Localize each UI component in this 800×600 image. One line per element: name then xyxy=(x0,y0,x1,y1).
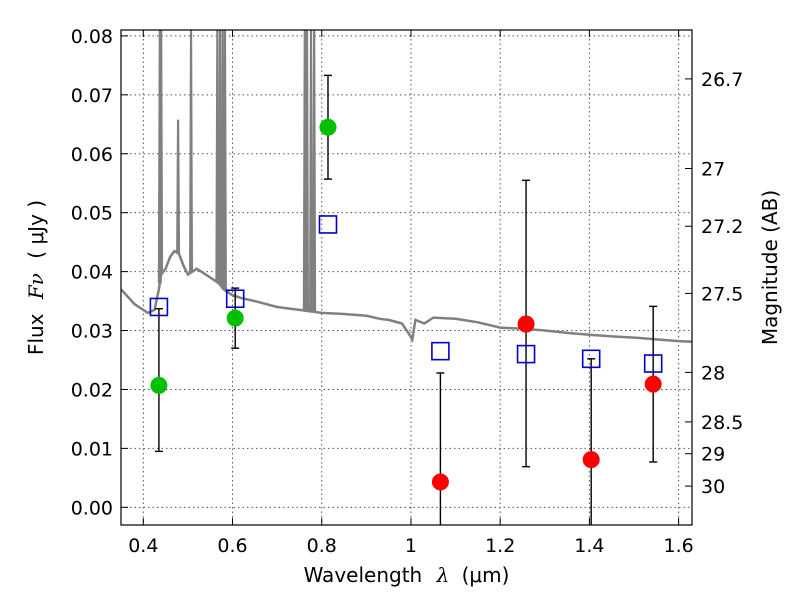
right-axis-title: Magnitude (AB) xyxy=(758,190,782,345)
y-tick-label: 0.01 xyxy=(71,438,113,460)
model-spectrum-emission-line xyxy=(218,30,223,285)
model-spectrum-emission-line xyxy=(215,30,220,283)
y-axis-title-unit: ( μJy ) xyxy=(24,200,48,259)
data-point-square xyxy=(431,341,450,361)
right-axis-tick-label: 28.5 xyxy=(701,412,743,434)
model-spectrum-emission-line xyxy=(159,30,164,275)
x-tick-label: 0.6 xyxy=(217,535,247,557)
data-point xyxy=(319,118,337,136)
y-axis-title-symbol: Fν xyxy=(24,273,48,300)
data-point-square xyxy=(149,297,169,317)
plot-frame xyxy=(120,29,693,526)
right-axis-tick-label: 27.5 xyxy=(701,283,743,305)
model-spectrum-emission-line xyxy=(309,30,314,312)
data-point xyxy=(517,315,535,333)
x-axis-title-unit: (μm) xyxy=(462,563,510,587)
model-spectrum-emission-line xyxy=(305,30,310,311)
x-tick-label: 0.4 xyxy=(128,535,158,557)
model-spectrum xyxy=(121,30,692,343)
y-axis-title-text: Flux xyxy=(24,313,48,355)
model-spectrum-emission-line xyxy=(222,30,227,291)
x-tick-label: 1.2 xyxy=(485,535,515,557)
error-bars xyxy=(154,74,658,525)
data-point-square xyxy=(225,289,245,309)
data-point-square xyxy=(516,344,536,364)
right-axis-tick-label: 26.7 xyxy=(701,69,743,91)
y-tick-label: 0.02 xyxy=(71,379,113,401)
grid-lines xyxy=(121,30,692,525)
x-axis-title-text: Wavelength xyxy=(304,563,423,587)
y-tick-label: 0.06 xyxy=(71,144,113,166)
model-spectrum-emission-line xyxy=(312,30,317,312)
data-markers xyxy=(149,118,663,491)
data-point-square xyxy=(643,354,663,373)
right-axis-tick-label: 27 xyxy=(701,158,725,180)
x-tick-label: 1 xyxy=(405,535,417,557)
model-spectrum-emission-line xyxy=(176,119,181,254)
data-point xyxy=(226,309,244,327)
data-point xyxy=(150,376,168,394)
model-spectrum-continuum xyxy=(121,249,692,343)
right-axis-tick-label: 29 xyxy=(701,444,725,466)
y-axis-title: Flux Fν ( μJy ) xyxy=(24,200,48,355)
y-tick-label: 0.05 xyxy=(71,203,113,225)
x-tick-label: 1.4 xyxy=(574,535,604,557)
right-axis-tick-label: 28 xyxy=(701,362,725,384)
x-axis-title: Wavelength λ (μm) xyxy=(304,563,510,587)
data-point xyxy=(644,375,662,393)
y-tick-label: 0.08 xyxy=(71,26,113,48)
model-spectrum-emission-line xyxy=(189,30,194,273)
x-tick-label: 0.8 xyxy=(307,535,337,557)
y-tick-label: 0.00 xyxy=(71,497,113,519)
data-point xyxy=(431,473,449,491)
data-point xyxy=(582,451,600,469)
right-axis-tick-label: 27.2 xyxy=(701,216,743,238)
axis-ticks: 0.4 0.6 0.8 1 1.2 1.4 1.6 0.00 0.01 0.02 0.03 0.04 0… xyxy=(71,26,744,557)
y-tick-label: 0.03 xyxy=(71,321,113,343)
data-point-square xyxy=(318,215,338,234)
right-axis-tick-label: 30 xyxy=(701,476,725,498)
x-tick-label: 1.6 xyxy=(664,535,694,557)
y-tick-label: 0.07 xyxy=(71,85,113,107)
x-axis-title-symbol: λ xyxy=(436,563,450,587)
data-point-square xyxy=(581,349,601,369)
y-tick-label: 0.04 xyxy=(71,262,113,284)
